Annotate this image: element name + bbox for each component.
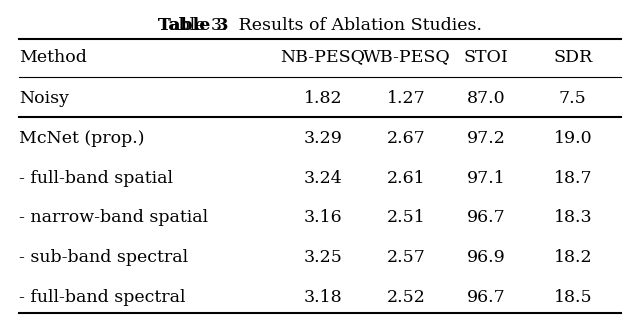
Text: 3.24: 3.24	[304, 170, 342, 186]
Text: McNet (prop.): McNet (prop.)	[19, 130, 145, 147]
Text: 87.0: 87.0	[467, 90, 506, 107]
Text: 96.7: 96.7	[467, 289, 506, 305]
Text: WB-PESQ: WB-PESQ	[362, 49, 451, 66]
Text: - full-band spectral: - full-band spectral	[19, 289, 186, 305]
Text: 18.2: 18.2	[554, 249, 592, 266]
Text: 96.7: 96.7	[467, 209, 506, 226]
Text: 2.52: 2.52	[387, 289, 426, 305]
Text: - full-band spatial: - full-band spatial	[19, 170, 173, 186]
Text: 2.61: 2.61	[387, 170, 426, 186]
Text: NB-PESQ: NB-PESQ	[281, 49, 365, 66]
Text: 3.25: 3.25	[304, 249, 342, 266]
Text: STOI: STOI	[464, 49, 509, 66]
Text: - sub-band spectral: - sub-band spectral	[19, 249, 188, 266]
Text: Table 3.  Results of Ablation Studies.: Table 3. Results of Ablation Studies.	[158, 17, 482, 34]
Text: 96.9: 96.9	[467, 249, 506, 266]
Text: 97.2: 97.2	[467, 130, 506, 147]
Text: 1.27: 1.27	[387, 90, 426, 107]
Text: 2.51: 2.51	[387, 209, 426, 226]
Text: SDR: SDR	[553, 49, 593, 66]
Text: - narrow-band spatial: - narrow-band spatial	[19, 209, 209, 226]
Text: Table 3: Table 3	[158, 17, 228, 34]
Text: 3.29: 3.29	[304, 130, 342, 147]
Text: Noisy: Noisy	[19, 90, 69, 107]
Text: 1.82: 1.82	[304, 90, 342, 107]
Text: 3.18: 3.18	[304, 289, 342, 305]
Text: 3.16: 3.16	[304, 209, 342, 226]
Text: 19.0: 19.0	[554, 130, 592, 147]
Text: 97.1: 97.1	[467, 170, 506, 186]
Text: 18.5: 18.5	[554, 289, 592, 305]
Text: 2.67: 2.67	[387, 130, 426, 147]
Text: 7.5: 7.5	[559, 90, 587, 107]
Text: 18.7: 18.7	[554, 170, 592, 186]
Text: 18.3: 18.3	[554, 209, 592, 226]
Text: 2.57: 2.57	[387, 249, 426, 266]
Text: Method: Method	[19, 49, 87, 66]
